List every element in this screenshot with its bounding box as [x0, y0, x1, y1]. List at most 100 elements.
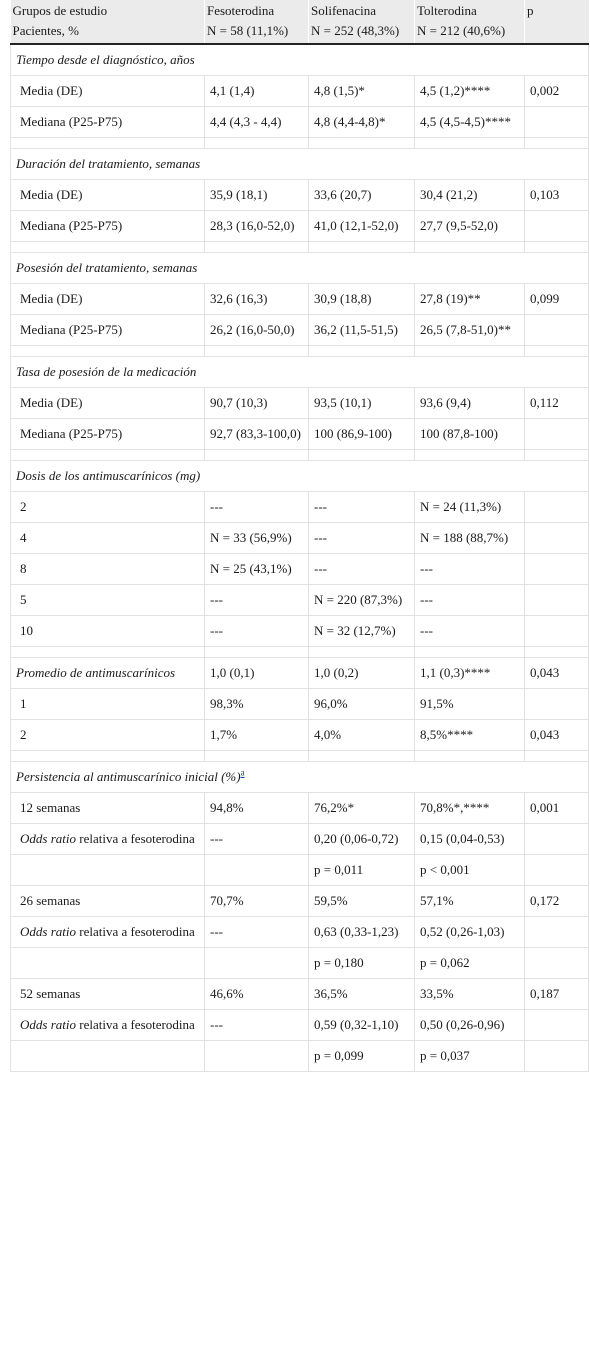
cell-fesoterodina: 35,9 (18,1)	[204, 179, 309, 211]
cell-tolterodina: 100 (87,8-100)	[414, 418, 525, 450]
table-row: 52 semanas 46,6% 36,5% 33,5% 0,187	[10, 978, 589, 1010]
cell-fesoterodina: 28,3 (16,0-52,0)	[204, 210, 309, 242]
section-title: Promedio de antimuscarínicos	[10, 657, 205, 689]
row-label: Media (DE)	[10, 387, 205, 419]
cell-solifenacina: p = 0,011	[308, 854, 415, 886]
row-label: Mediana (P25-P75)	[10, 418, 205, 450]
cell-solifenacina: p = 0,180	[308, 947, 415, 979]
row-label: 5	[10, 584, 205, 616]
section-title-text: Dosis de los antimuscarínicos (mg)	[16, 468, 201, 483]
cell-solifenacina: ---	[308, 553, 415, 585]
cell-p: 0,043	[524, 719, 589, 751]
cell-solifenacina: N = 220 (87,3%)	[308, 584, 415, 616]
table-row: Odds ratio relativa a fesoterodina --- 0,6…	[10, 916, 589, 948]
header-row-counts: Pacientes, % N = 58 (11,1%) N = 252 (48,…	[10, 21, 589, 45]
cell-fesoterodina: 4,1 (1,4)	[204, 75, 309, 107]
cell-tolterodina: p < 0,001	[414, 854, 525, 886]
cell-solifenacina: 36,2 (11,5-51,5)	[308, 314, 415, 346]
table-row: p = 0,099 p = 0,037	[10, 1040, 589, 1072]
table-row: 10 --- N = 32 (12,7%) ---	[10, 615, 589, 647]
cell-fesoterodina: ---	[204, 584, 309, 616]
row-label: Media (DE)	[10, 75, 205, 107]
header-fesoterodina: Fesoterodina	[204, 0, 309, 21]
row-label-italic: Odds ratio	[20, 831, 76, 846]
cell-p	[524, 584, 589, 616]
row-label: 2	[10, 719, 205, 751]
section-header-row: Dosis de los antimuscarínicos (mg)	[10, 460, 589, 492]
row-label: Media (DE)	[10, 283, 205, 315]
cell-p	[524, 916, 589, 948]
cell-p: 0,001	[524, 792, 589, 824]
table-row: Media (DE) 32,6 (16,3) 30,9 (18,8) 27,8 (19…	[10, 283, 589, 315]
cell-solifenacina: 36,5%	[308, 978, 415, 1010]
row-label: Mediana (P25-P75)	[10, 106, 205, 138]
spacer-cell	[414, 449, 525, 461]
row-label: Mediana (P25-P75)	[10, 314, 205, 346]
cell-solifenacina: N = 32 (12,7%)	[308, 615, 415, 647]
cell-solifenacina: 4,8 (4,4-4,8)*	[308, 106, 415, 138]
cell-tolterodina: 57,1%	[414, 885, 525, 917]
spacer-cell	[524, 345, 589, 357]
cell-solifenacina: 93,5 (10,1)	[308, 387, 415, 419]
row-label-text: relativa a fesoterodina	[75, 831, 195, 846]
spacer-cell	[10, 241, 205, 253]
cell-p	[524, 947, 589, 979]
cell-solifenacina: ---	[308, 522, 415, 554]
spacer-cell	[524, 449, 589, 461]
section-spacer	[10, 449, 589, 461]
cell-p	[524, 688, 589, 720]
table-row: 1 98,3% 96,0% 91,5%	[10, 688, 589, 720]
cell-tolterodina: ---	[414, 615, 525, 647]
cell-tolterodina: ---	[414, 584, 525, 616]
cell-fesoterodina: 46,6%	[204, 978, 309, 1010]
cell-p	[524, 553, 589, 585]
header-solifenacina: Solifenacina	[308, 0, 415, 21]
section-spacer	[10, 241, 589, 253]
row-label: Media (DE)	[10, 179, 205, 211]
row-label: 8	[10, 553, 205, 585]
section-spacer	[10, 646, 589, 658]
cell-p	[524, 418, 589, 450]
cell-solifenacina: 0,63 (0,33-1,23)	[308, 916, 415, 948]
cell-solifenacina: ---	[308, 491, 415, 523]
spacer-cell	[308, 646, 415, 658]
row-label-italic: Odds ratio	[20, 924, 76, 939]
header-p: p	[524, 0, 589, 21]
footnote-link[interactable]: a	[240, 767, 245, 778]
cell-solifenacina: 4,8 (1,5)*	[308, 75, 415, 107]
table-row: 2 1,7% 4,0% 8,5%**** 0,043	[10, 719, 589, 751]
row-label	[10, 1040, 205, 1072]
spacer-cell	[308, 345, 415, 357]
cell-p	[524, 1009, 589, 1041]
section-title-text: Tasa de posesión de la medicación	[16, 364, 197, 379]
cell-fesoterodina: ---	[204, 916, 309, 948]
cell-p: 0,103	[524, 179, 589, 211]
row-label: Odds ratio relativa a fesoterodina	[10, 823, 205, 855]
cell-fesoterodina: 4,4 (4,3 - 4,4)	[204, 106, 309, 138]
table-row: p = 0,180 p = 0,062	[10, 947, 589, 979]
table-row: 26 semanas 70,7% 59,5% 57,1% 0,172	[10, 885, 589, 917]
table-row: Media (DE) 35,9 (18,1) 33,6 (20,7) 30,4 (21…	[10, 179, 589, 211]
table-row: Odds ratio relativa a fesoterodina --- 0,5…	[10, 1009, 589, 1041]
spacer-cell	[524, 750, 589, 762]
row-label: 10	[10, 615, 205, 647]
spacer-cell	[204, 241, 309, 253]
cell-tolterodina: p = 0,062	[414, 947, 525, 979]
cell-tolterodina: 1,1 (0,3)****	[414, 657, 525, 689]
cell-p	[524, 854, 589, 886]
cell-tolterodina: 33,5%	[414, 978, 525, 1010]
spacer-cell	[308, 449, 415, 461]
row-label: 4	[10, 522, 205, 554]
section-header-row: Posesión del tratamiento, semanas	[10, 252, 589, 284]
cell-p	[524, 314, 589, 346]
cell-tolterodina: 26,5 (7,8-51,0)**	[414, 314, 525, 346]
spacer-cell	[204, 449, 309, 461]
cell-p	[524, 615, 589, 647]
section-spacer	[10, 137, 589, 149]
header-study-groups: Grupos de estudio	[10, 0, 205, 21]
cell-tolterodina: 27,8 (19)**	[414, 283, 525, 315]
section-header-row: Tiempo desde el diagnóstico, años	[10, 44, 589, 76]
table-row: Mediana (P25-P75) 92,7 (83,3-100,0) 100 (8…	[10, 418, 589, 450]
